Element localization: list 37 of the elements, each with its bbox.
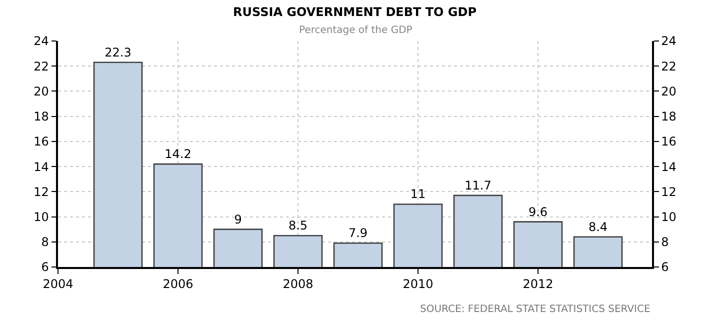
y-tick-label: 16 (34, 134, 49, 149)
chart-subtitle: Percentage of the GDP (299, 25, 412, 36)
chart-title: RUSSIA GOVERNMENT DEBT TO GDP (233, 5, 477, 19)
y2-tick-label: 6 (661, 260, 669, 274)
data-label: 11.7 (464, 178, 492, 192)
x-tick-label: 2010 (402, 277, 434, 292)
data-label: 11 (410, 187, 426, 202)
data-label: 14.2 (164, 147, 192, 162)
x-tick-label: 2004 (42, 277, 74, 292)
x-tick-label: 2006 (162, 277, 194, 292)
y2-tick-label: 16 (661, 134, 676, 149)
source-note: SOURCE: FEDERAL STATE STATISTICS SERVICE (420, 304, 650, 315)
data-label: 9 (234, 212, 242, 226)
data-label: 9.6 (528, 204, 548, 219)
y-tick-label: 10 (34, 210, 49, 224)
y-tick-label: 18 (34, 110, 49, 124)
y2-tick-label: 10 (661, 210, 676, 224)
y-tick-label: 8 (41, 235, 49, 250)
data-label: 8.5 (288, 218, 308, 233)
y2-tick-label: 20 (661, 84, 676, 98)
x-tick-label: 2012 (522, 277, 554, 292)
y2-tick-label: 18 (661, 110, 676, 124)
y-tick-label: 22 (34, 59, 49, 74)
y-tick-label: 14 (34, 160, 49, 174)
data-label: 7.9 (348, 226, 368, 240)
data-label: 22.3 (104, 45, 132, 60)
y2-tick-label: 22 (661, 59, 676, 74)
x-tick-label: 2008 (282, 277, 314, 292)
y2-tick-label: 24 (661, 34, 676, 48)
y2-tick-label: 12 (661, 184, 676, 199)
y-tick-label: 12 (34, 184, 49, 199)
data-label: 8.4 (588, 220, 608, 234)
y-tick-label: 6 (41, 260, 49, 274)
y-tick-label: 24 (34, 34, 49, 48)
y-tick-label: 20 (34, 84, 49, 98)
y2-tick-label: 14 (661, 160, 676, 174)
y2-tick-label: 8 (661, 235, 669, 250)
